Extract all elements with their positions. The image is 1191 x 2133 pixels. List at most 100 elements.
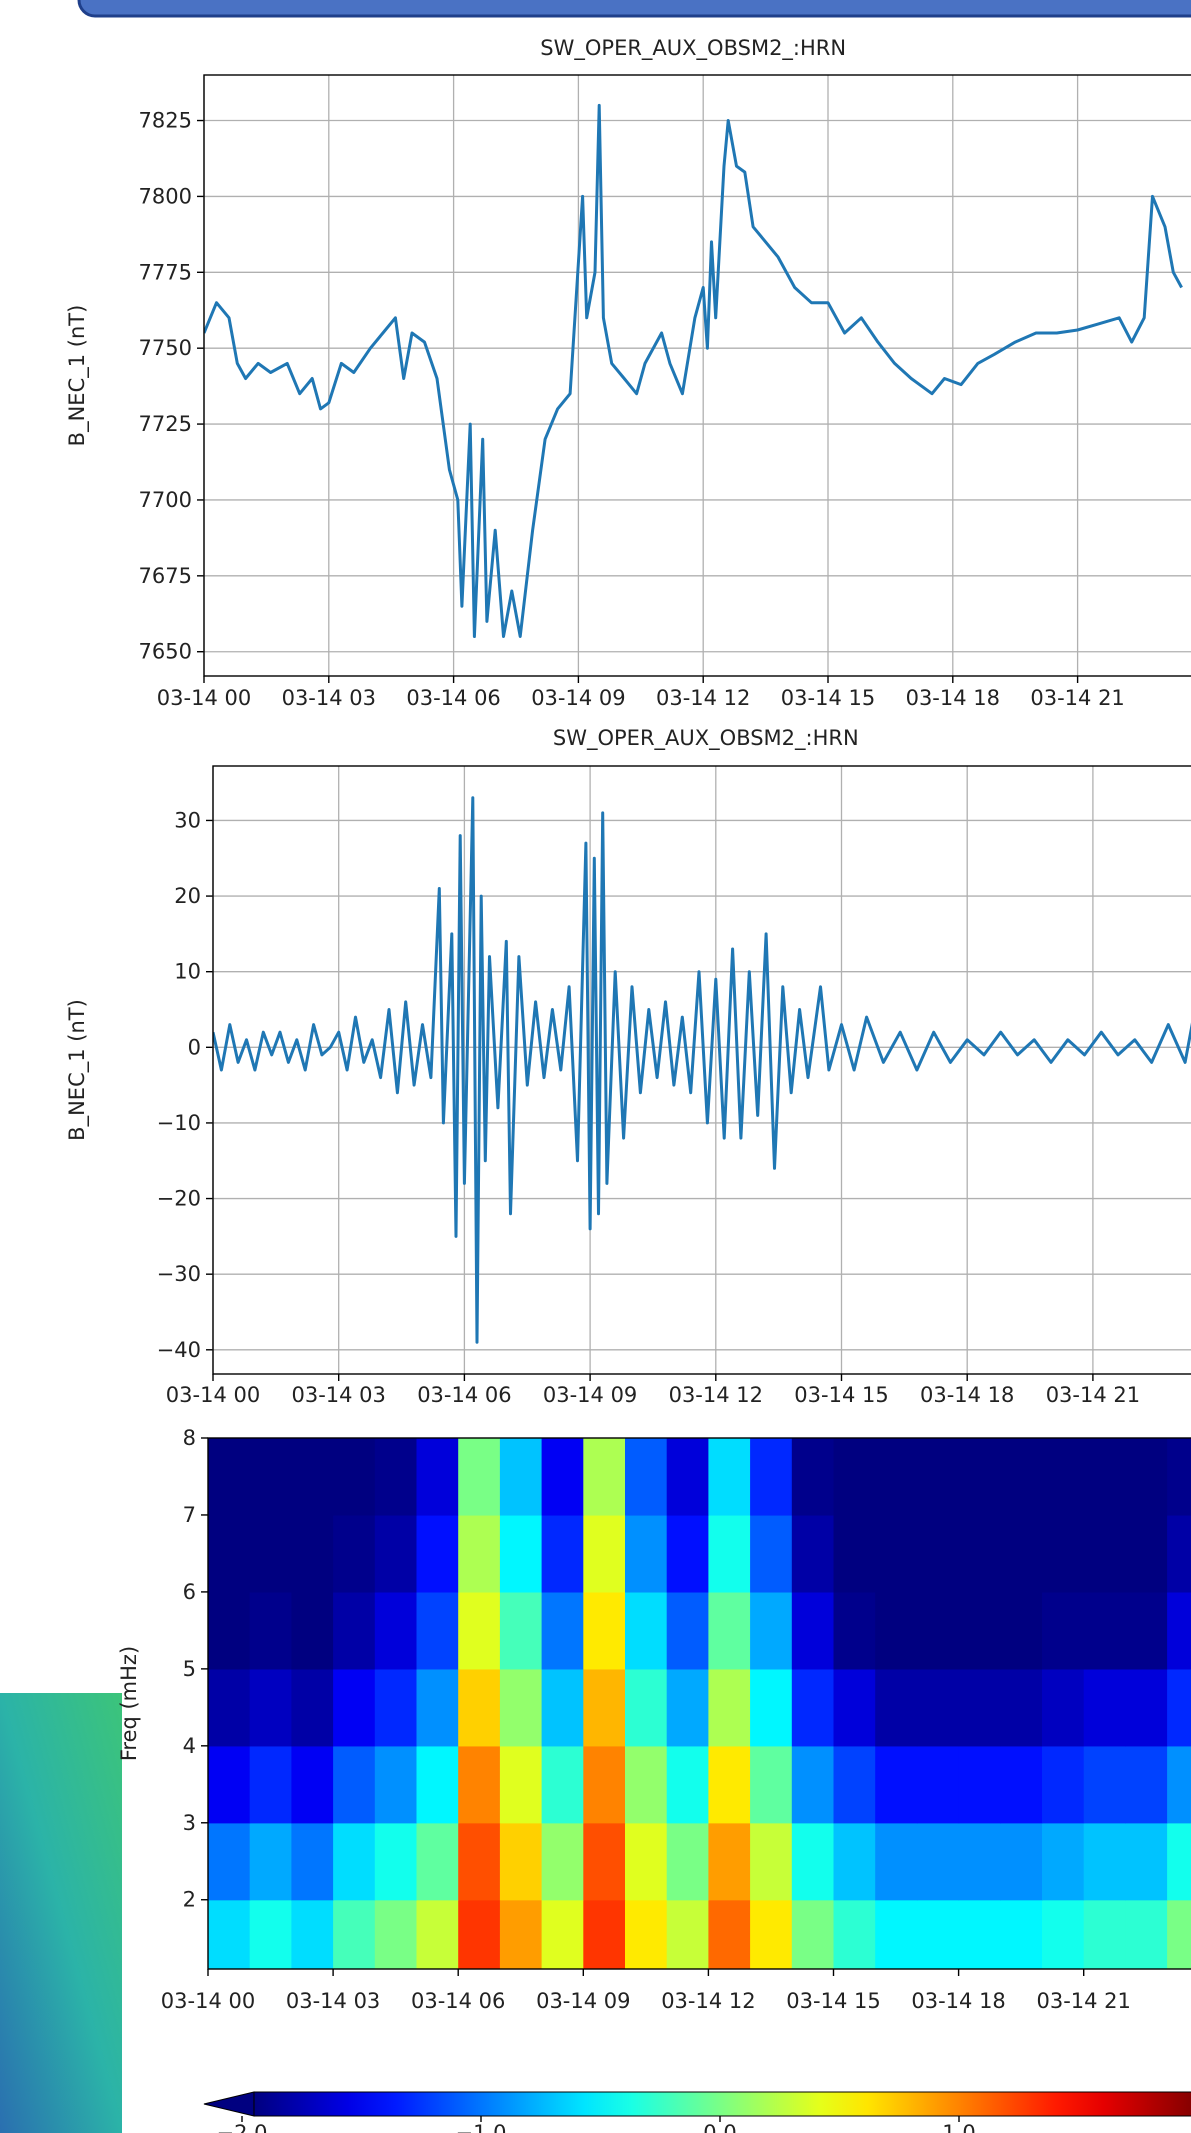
y-axis-label: Freq (mHz) [117,1646,141,1761]
heatmap-cell [750,1899,793,1969]
heatmap-cell [374,1591,418,1670]
heatmap-cell [333,1822,376,1901]
axes-frame [207,1437,1191,1970]
heatmap-cell [1083,1822,1126,1901]
chart-title: SW_OPER_AUX_OBSM2_:HRN [553,726,859,751]
heatmap-cell [291,1745,334,1824]
heatmap-cell [1125,1668,1168,1747]
x-tick-label: 03-14 12 [669,1383,763,1407]
heatmap-cell [666,1438,709,1516]
y-tick-label: 30 [174,808,201,832]
heatmap-cell [458,1438,501,1516]
heatmap-cell [541,1438,584,1516]
heatmap-cell [1167,1438,1191,1516]
x-tick-label: 03-14 03 [282,686,376,710]
top-banner [77,0,1191,18]
heatmap-cell [416,1822,459,1901]
y-tick-label: 7825 [139,109,192,133]
heatmap-cell [666,1514,709,1593]
heatmap-cell [416,1899,459,1969]
heatmap-cell [541,1822,584,1901]
heatmap-cell [1167,1745,1191,1824]
heatmap-cell [208,1745,251,1824]
heatmap-cell [833,1438,876,1516]
y-tick-label: 2 [183,1888,196,1912]
heatmap-cell [208,1668,251,1747]
heatmap-cell [541,1745,584,1824]
heatmap-cell [249,1899,292,1969]
heatmap-cell [958,1591,1001,1670]
heatmap-cell [958,1438,1001,1516]
heatmap-cell [1167,1514,1191,1593]
side-decoration [0,1693,122,2133]
colorbar [253,2091,1191,2117]
heatmap-cell [249,1745,292,1824]
heatmap-cell [1000,1899,1043,1969]
heatmap-cell [625,1668,668,1747]
x-tick-label: 03-14 06 [406,686,500,710]
heatmap-cell [1042,1822,1085,1901]
heatmap-cell [666,1822,709,1901]
heatmap-cell [708,1591,751,1670]
heatmap-cell [875,1514,918,1593]
heatmap-cell [499,1745,543,1824]
heatmap-cell [750,1822,793,1901]
y-tick-label: 3 [183,1811,196,1835]
heatmap-cell [374,1438,418,1516]
heatmap-cell [1000,1668,1043,1747]
heatmap-cell [1083,1438,1126,1516]
x-tick-label: 03-14 00 [161,1989,255,2013]
heatmap-cell [1125,1899,1168,1969]
heatmap-cell [1083,1668,1126,1747]
heatmap-cell [1083,1591,1126,1670]
x-tick-label: 03-14 21 [1030,686,1124,710]
heatmap-cell [1167,1822,1191,1901]
chart-title: SW_OPER_AUX_OBSM2_:HRN [540,36,846,61]
heatmap-cell [750,1668,793,1747]
chart-2: 2 3 4 5 6 7 8 03-14 00 03-14 03 03-14 06 03-14 09 0… [117,1426,1191,2133]
heatmap-cell [541,1514,584,1593]
heatmap-cell [541,1899,584,1969]
heatmap-cell [499,1899,543,1969]
heatmap-cell [333,1514,376,1593]
heatmap-cell [958,1822,1001,1901]
colorbar-tick-label: 0.0 [703,2121,736,2133]
x-tick-label: 03-14 15 [781,686,875,710]
heatmap-cell [875,1438,918,1516]
heatmap-cell [750,1514,793,1593]
y-axis-label: B_NEC_1 (nT) [65,999,90,1141]
heatmap-cell [916,1822,960,1901]
heatmap-cell [833,1745,876,1824]
heatmap-cell [875,1745,918,1824]
heatmap-cell [625,1745,668,1824]
heatmap-cell [333,1745,376,1824]
heatmap-cell [875,1899,918,1969]
heatmap-cell [708,1514,751,1593]
heatmap-cell [499,1668,543,1747]
y-tick-label: 0 [188,1035,201,1059]
x-tick-label: 03-14 00 [157,686,251,710]
y-tick-label: 20 [174,884,201,908]
heatmap-cell [249,1591,292,1670]
chart-0: 7650 7675 7700 7725 7750 7775 7800 7825 03-14 00… [65,36,1191,710]
heatmap-cell [208,1591,251,1670]
heatmap-cell [916,1745,960,1824]
heatmap-cell [583,1899,626,1969]
heatmap-cell [208,1822,251,1901]
y-tick-label: −40 [157,1338,201,1362]
y-tick-label: 7750 [139,336,192,360]
heatmap-cell [708,1899,751,1969]
heatmap-cell [583,1591,626,1670]
heatmap-cell [1167,1591,1191,1670]
heatmap-cell [291,1899,334,1969]
heatmap-cell [791,1668,835,1747]
heatmap-cell [499,1591,543,1670]
y-tick-label: 5 [183,1657,196,1681]
x-tick-label: 03-14 03 [286,1989,380,2013]
x-tick-label: 03-14 21 [1036,1989,1130,2013]
heatmap-cell [625,1822,668,1901]
heatmap-cell [291,1668,334,1747]
heatmap-cell [416,1514,459,1593]
heatmap-cell [583,1438,626,1516]
